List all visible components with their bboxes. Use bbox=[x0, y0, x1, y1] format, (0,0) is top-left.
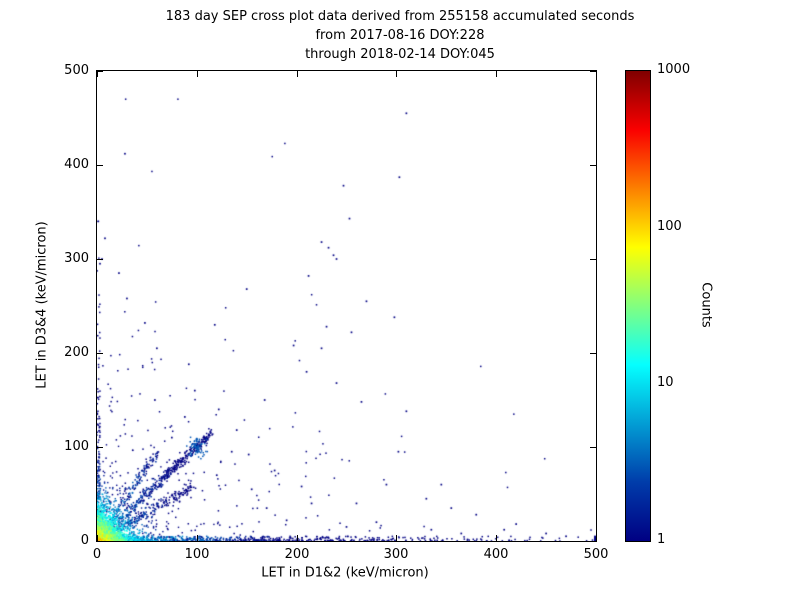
x-tick-top bbox=[595, 71, 597, 77]
x-tick-label: 100 bbox=[184, 547, 210, 562]
x-tick-top bbox=[395, 71, 397, 77]
chart-title: 183 day SEP cross plot data derived from… bbox=[0, 7, 800, 64]
chart-title-line-2: from 2017-08-16 DOY:228 bbox=[315, 28, 485, 43]
y-tick bbox=[97, 446, 103, 448]
x-tick-label: 0 bbox=[92, 547, 102, 562]
x-tick bbox=[595, 535, 597, 541]
y-tick bbox=[97, 70, 103, 72]
x-tick-label: 300 bbox=[383, 547, 409, 562]
x-tick-top bbox=[495, 71, 497, 77]
x-tick-label: 500 bbox=[583, 547, 609, 562]
colorbar-tick-label: 10 bbox=[657, 375, 674, 391]
x-tick bbox=[395, 535, 397, 541]
y-tick-right bbox=[590, 258, 596, 260]
y-axis-label: LET in D3&4 (keV/micron) bbox=[34, 221, 50, 389]
x-tick bbox=[296, 535, 298, 541]
x-tick-top bbox=[96, 71, 98, 77]
y-tick-label: 0 bbox=[80, 533, 89, 548]
x-tick-top bbox=[296, 71, 298, 77]
y-tick-label: 100 bbox=[64, 439, 89, 454]
y-tick-right bbox=[590, 164, 596, 166]
y-tick bbox=[97, 164, 103, 166]
x-tick bbox=[196, 535, 198, 541]
y-tick-right bbox=[590, 540, 596, 542]
y-tick-right bbox=[590, 70, 596, 72]
scatter-canvas bbox=[97, 71, 596, 541]
x-axis-label: LET in D1&2 (keV/micron) bbox=[261, 565, 429, 581]
y-tick bbox=[97, 540, 103, 542]
x-tick bbox=[495, 535, 497, 541]
colorbar-gradient bbox=[626, 71, 650, 541]
colorbar-tick-label: 100 bbox=[657, 218, 682, 234]
x-tick-label: 400 bbox=[483, 547, 509, 562]
y-tick-right bbox=[590, 352, 596, 354]
plot-area bbox=[96, 70, 597, 542]
y-tick bbox=[97, 258, 103, 260]
x-tick-top bbox=[196, 71, 198, 77]
y-tick-right bbox=[590, 446, 596, 448]
x-tick-label: 200 bbox=[284, 547, 310, 562]
y-tick-label: 400 bbox=[64, 157, 89, 172]
chart-title-line-1: 183 day SEP cross plot data derived from… bbox=[165, 9, 635, 24]
colorbar-tick-label: 1 bbox=[657, 532, 666, 547]
colorbar-tick-label: 1000 bbox=[657, 62, 691, 77]
y-tick bbox=[97, 352, 103, 354]
colorbar bbox=[625, 70, 651, 542]
chart-title-line-3: through 2018-02-14 DOY:045 bbox=[305, 47, 495, 62]
colorbar-label: Counts bbox=[698, 282, 714, 328]
x-tick bbox=[96, 535, 98, 541]
y-tick-label: 300 bbox=[64, 251, 89, 266]
y-tick-label: 500 bbox=[64, 63, 89, 78]
y-tick-label: 200 bbox=[64, 345, 89, 360]
